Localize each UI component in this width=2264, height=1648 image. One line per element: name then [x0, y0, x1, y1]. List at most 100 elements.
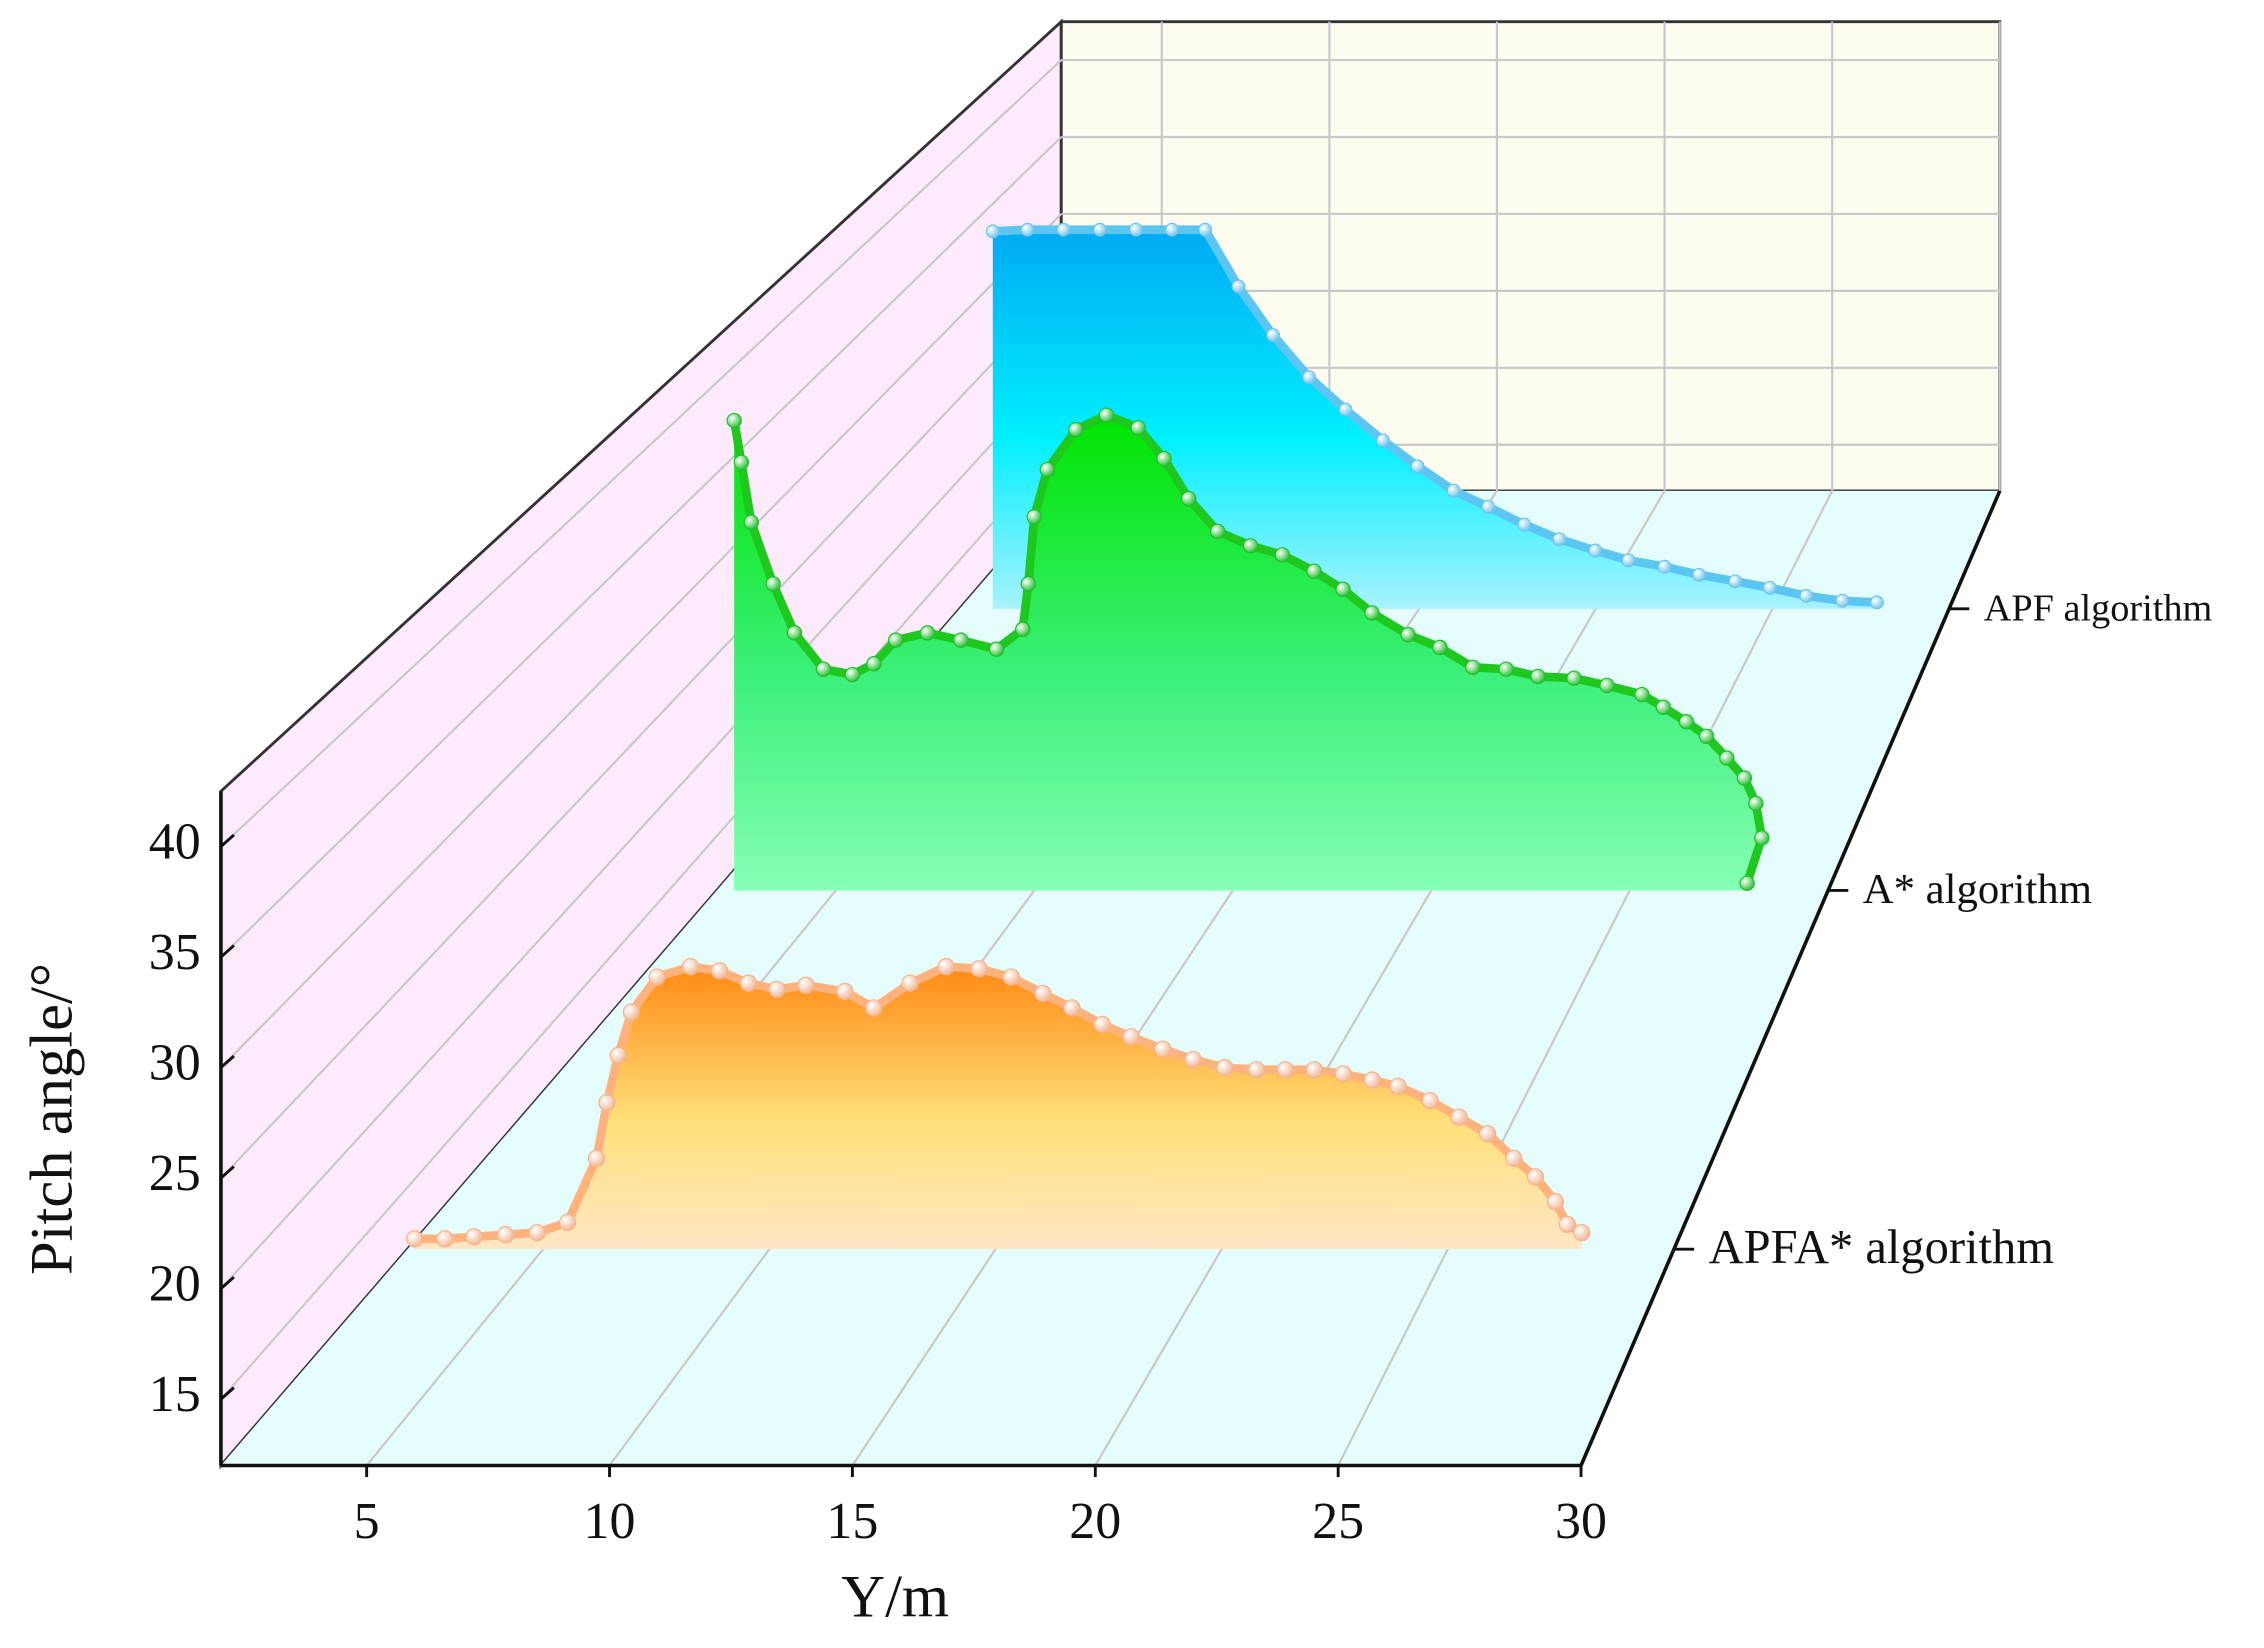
- series-point: [406, 1230, 424, 1248]
- series-point: [587, 1149, 606, 1168]
- series-point: [1546, 1193, 1565, 1211]
- series-point: [888, 632, 904, 648]
- series-point: [1728, 574, 1743, 589]
- series-point: [797, 976, 815, 994]
- series-point: [866, 656, 882, 672]
- series-point: [815, 661, 832, 677]
- series-point: [1338, 402, 1353, 417]
- series-point: [1122, 1028, 1140, 1046]
- series-point: [1039, 461, 1056, 478]
- y-tick-label: 35: [149, 924, 201, 981]
- series-label: A* algorithm: [1863, 866, 2092, 913]
- y-tick: [219, 1276, 235, 1290]
- series-point: [1334, 1065, 1353, 1083]
- series-point: [726, 412, 742, 429]
- series-point: [1719, 750, 1735, 766]
- series-point: [1363, 1071, 1381, 1089]
- series-point: [844, 666, 861, 683]
- series-point: [1678, 714, 1695, 730]
- series-point: [970, 960, 988, 978]
- series-point: [1481, 499, 1496, 514]
- series-point: [1020, 576, 1037, 592]
- series-point: [1389, 1077, 1407, 1095]
- series-point: [1154, 1040, 1172, 1058]
- series-point: [1068, 421, 1084, 438]
- series-point: [988, 641, 1005, 657]
- series-point: [836, 982, 854, 1001]
- series-point: [1870, 595, 1884, 610]
- series-label: APF algorithm: [1984, 588, 2213, 630]
- series-point: [1093, 1015, 1111, 1034]
- x-tick-label: 25: [1312, 1493, 1364, 1550]
- y-axis-label: Pitch angle/°: [19, 963, 86, 1275]
- series-point: [710, 962, 729, 980]
- series-point: [1128, 222, 1143, 237]
- series-point: [1242, 538, 1259, 554]
- wall-grid-line: [220, 213, 1063, 1069]
- series-point: [1335, 581, 1351, 598]
- series-point: [1180, 490, 1197, 507]
- series-point: [739, 974, 758, 992]
- series-point: [1530, 668, 1546, 685]
- series-point: [1130, 420, 1146, 436]
- series-point: [1621, 553, 1636, 568]
- series-point: [1432, 639, 1448, 656]
- series-label: APFA* algorithm: [1709, 1221, 2054, 1274]
- series-point: [1498, 661, 1514, 677]
- series-point: [1478, 1125, 1497, 1143]
- wall-grid-line: [220, 444, 1063, 1400]
- series-point: [1056, 222, 1071, 237]
- series-area: [734, 415, 1762, 891]
- series-point: [1754, 830, 1770, 846]
- y-tick-label: 25: [149, 1145, 201, 1202]
- series-point: [1034, 984, 1052, 1003]
- floor-grid-line: [1094, 490, 1666, 1467]
- y-tick-label: 15: [149, 1366, 201, 1423]
- series-point: [1465, 659, 1481, 676]
- series-point: [1092, 222, 1107, 237]
- series-point: [558, 1213, 577, 1232]
- series-point: [1305, 1061, 1324, 1079]
- series-point: [1375, 433, 1390, 448]
- series-point: [1552, 532, 1567, 547]
- x-tick-label: 15: [826, 1493, 878, 1550]
- series-point: [1450, 1108, 1468, 1126]
- series-point: [768, 980, 786, 999]
- series-point: [865, 999, 883, 1017]
- series-point: [1015, 621, 1031, 637]
- series-point: [1165, 222, 1179, 237]
- series-area: [414, 966, 1582, 1250]
- series-point: [919, 625, 936, 641]
- wall-grid-line: [220, 136, 1063, 958]
- x-tick-label: 30: [1555, 1493, 1607, 1550]
- series-point: [1020, 222, 1035, 237]
- y-tick-label: 20: [149, 1256, 201, 1313]
- y-tick: [219, 1386, 235, 1401]
- series-point: [1835, 593, 1850, 608]
- series-point: [648, 968, 666, 986]
- series-point: [1216, 1059, 1234, 1077]
- series-point: [743, 514, 759, 530]
- wall-grid-line: [220, 290, 1063, 1179]
- y-tick: [219, 944, 235, 959]
- series-point: [609, 1046, 627, 1065]
- series-point: [1400, 626, 1416, 643]
- series-point: [1526, 1168, 1545, 1186]
- series-point: [1247, 1061, 1266, 1079]
- series-point: [1421, 1092, 1439, 1110]
- x-tick-label: 20: [1069, 1493, 1121, 1550]
- series-area: [992, 229, 1878, 609]
- series-point: [1588, 543, 1603, 558]
- series-point: [1198, 222, 1213, 237]
- series-point: [622, 1003, 641, 1021]
- series-point: [1799, 588, 1814, 603]
- series-point: [1276, 1061, 1295, 1079]
- series-point: [681, 958, 700, 976]
- series-point: [1446, 483, 1461, 498]
- series-point: [733, 454, 750, 471]
- series-point: [953, 632, 969, 648]
- series-point: [1302, 370, 1317, 385]
- series-point: [1655, 699, 1672, 715]
- series-point: [1274, 547, 1291, 563]
- series-point: [496, 1226, 515, 1244]
